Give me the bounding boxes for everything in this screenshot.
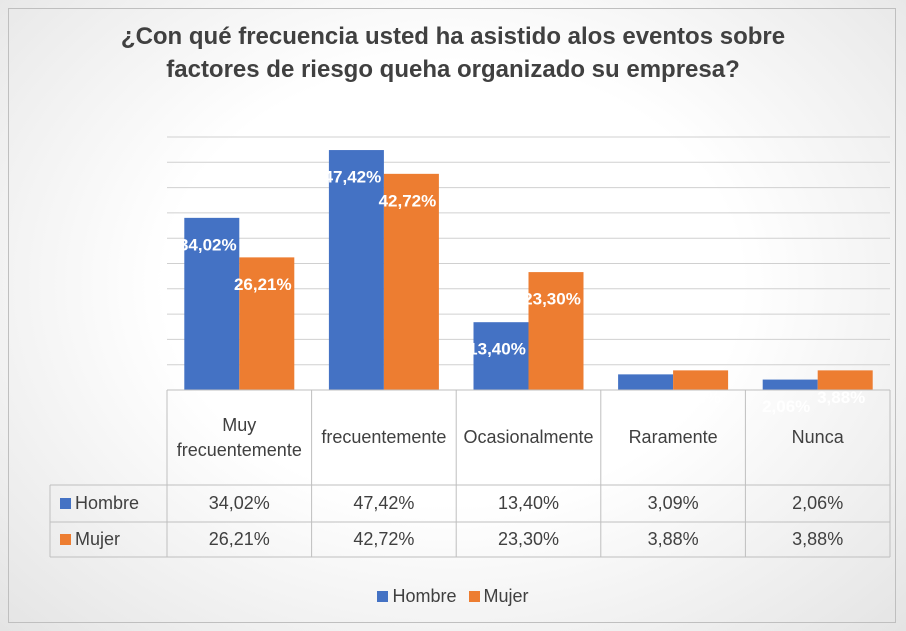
legend: Hombre Mujer — [0, 586, 906, 607]
data-label: 13,40% — [468, 340, 526, 359]
bar — [817, 370, 873, 390]
data-label: 42,72% — [379, 191, 437, 210]
table-row-header: Mujer — [50, 522, 167, 557]
bar — [184, 217, 240, 390]
table-cell: 34,02% — [208, 493, 270, 513]
bar — [762, 379, 818, 390]
table-cell: 3,09% — [647, 493, 699, 513]
bar — [673, 370, 729, 390]
legend-key — [60, 534, 71, 545]
category-label: Nunca — [791, 427, 844, 447]
data-label: 2,06% — [762, 397, 810, 416]
legend-label: Hombre — [392, 586, 457, 606]
chart-title: ¿Con qué frecuencia usted ha asistido al… — [120, 23, 786, 83]
category-label: Muy frecuentemente — [176, 414, 302, 460]
series-name: Mujer — [75, 529, 121, 549]
table-cell: 42,72% — [353, 529, 415, 549]
legend-label: Mujer — [483, 586, 529, 606]
category-label: Raramente — [628, 427, 718, 447]
bar — [239, 257, 295, 390]
data-label: 3,88% — [817, 388, 865, 407]
data-label: 23,30% — [523, 290, 581, 309]
category-label: frecuentemente — [321, 427, 447, 447]
legend-item: Hombre — [377, 586, 457, 606]
data-label: 26,21% — [234, 275, 292, 294]
data-label: 34,02% — [179, 235, 237, 254]
bar — [528, 272, 584, 390]
category-label: Ocasionalmente — [463, 427, 594, 447]
table-cell: 13,40% — [497, 493, 560, 513]
table-cell: 47,42% — [353, 493, 415, 513]
bar — [618, 374, 674, 390]
legend-item: Mujer — [468, 586, 529, 606]
series-name: Hombre — [75, 493, 140, 513]
table-cell: 2,06% — [792, 493, 844, 513]
legend-key — [468, 591, 480, 602]
legend-key — [60, 498, 71, 509]
table-cell: 23,30% — [497, 529, 560, 549]
data-label: 47,42% — [324, 168, 382, 187]
bar — [383, 173, 439, 390]
chart-border — [8, 8, 896, 623]
table-row-header: Hombre — [50, 485, 167, 522]
legend-key — [377, 591, 389, 602]
data-label: 3,88% — [672, 388, 720, 407]
data-label: 3,09% — [617, 392, 665, 411]
table-cell: 3,88% — [647, 529, 699, 549]
table-cell: 3,88% — [792, 529, 844, 549]
bar — [473, 322, 529, 390]
bar — [328, 150, 384, 390]
table-cell: 26,21% — [208, 529, 270, 549]
